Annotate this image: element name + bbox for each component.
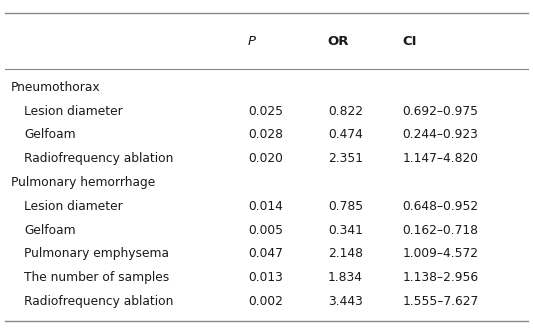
Text: Lesion diameter: Lesion diameter	[24, 200, 123, 213]
Text: 0.692–0.975: 0.692–0.975	[402, 105, 479, 118]
Text: Pulmonary emphysema: Pulmonary emphysema	[24, 247, 169, 260]
Text: 3.443: 3.443	[328, 295, 362, 308]
Text: 2.351: 2.351	[328, 152, 363, 165]
Text: Pneumothorax: Pneumothorax	[11, 81, 100, 94]
Text: 0.648–0.952: 0.648–0.952	[402, 200, 479, 213]
Text: 1.555–7.627: 1.555–7.627	[402, 295, 479, 308]
Text: 0.028: 0.028	[248, 128, 283, 142]
Text: Radiofrequency ablation: Radiofrequency ablation	[24, 295, 173, 308]
Text: 0.014: 0.014	[248, 200, 282, 213]
Text: 1.147–4.820: 1.147–4.820	[402, 152, 479, 165]
Text: 2.148: 2.148	[328, 247, 363, 260]
Text: 0.005: 0.005	[248, 223, 283, 237]
Text: 1.138–2.956: 1.138–2.956	[402, 271, 479, 284]
Text: 0.020: 0.020	[248, 152, 282, 165]
Text: 0.162–0.718: 0.162–0.718	[402, 223, 479, 237]
Text: CI: CI	[402, 35, 417, 48]
Text: 0.244–0.923: 0.244–0.923	[402, 128, 478, 142]
Text: P: P	[248, 35, 256, 48]
Text: Pulmonary hemorrhage: Pulmonary hemorrhage	[11, 176, 155, 189]
Text: 1.834: 1.834	[328, 271, 363, 284]
Text: Radiofrequency ablation: Radiofrequency ablation	[24, 152, 173, 165]
Text: 0.047: 0.047	[248, 247, 282, 260]
Text: 0.013: 0.013	[248, 271, 282, 284]
Text: Gelfoam: Gelfoam	[24, 223, 76, 237]
Text: 0.474: 0.474	[328, 128, 362, 142]
Text: 0.341: 0.341	[328, 223, 362, 237]
Text: 0.002: 0.002	[248, 295, 282, 308]
Text: 1.009–4.572: 1.009–4.572	[402, 247, 479, 260]
Text: 0.822: 0.822	[328, 105, 363, 118]
Text: The number of samples: The number of samples	[24, 271, 169, 284]
Text: 0.785: 0.785	[328, 200, 363, 213]
Text: 0.025: 0.025	[248, 105, 283, 118]
Text: OR: OR	[328, 35, 349, 48]
Text: Gelfoam: Gelfoam	[24, 128, 76, 142]
Text: Lesion diameter: Lesion diameter	[24, 105, 123, 118]
